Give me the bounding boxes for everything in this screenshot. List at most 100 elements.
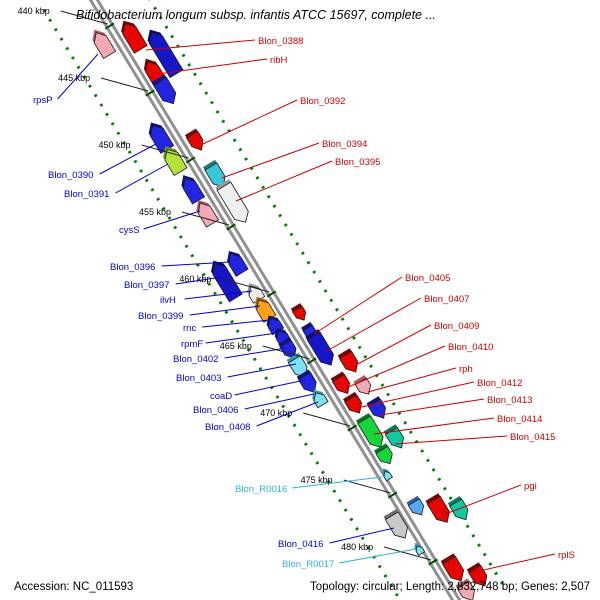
gene-label[interactable]: rpsP xyxy=(33,95,53,106)
gene-arrow[interactable] xyxy=(366,396,390,422)
gene-arrow[interactable] xyxy=(330,371,354,397)
gene-label[interactable]: rplS xyxy=(558,550,575,561)
gene-arrow[interactable] xyxy=(383,508,412,542)
gene-label[interactable]: Blon_0403 xyxy=(176,373,221,384)
gene-arrow-face xyxy=(148,32,184,79)
gene-arrow[interactable] xyxy=(406,495,427,519)
gene-arrow[interactable] xyxy=(337,348,362,375)
gene-label[interactable]: Blon_0413 xyxy=(487,395,532,406)
gene-label[interactable]: cysS xyxy=(119,225,140,236)
label-leader-line xyxy=(345,345,446,389)
label-leader-line xyxy=(143,210,201,230)
gene-arrow[interactable] xyxy=(88,26,117,60)
gene-arrow[interactable] xyxy=(117,17,148,54)
gene-label[interactable]: Blon_0409 xyxy=(434,321,479,332)
gene-arrow[interactable] xyxy=(151,74,180,108)
label-leader-line xyxy=(202,99,298,145)
gene-arrow[interactable] xyxy=(440,553,468,584)
gene-label[interactable]: Blon_0414 xyxy=(497,414,542,425)
tick-mark xyxy=(185,156,196,164)
gene-label[interactable]: rnc xyxy=(183,323,196,334)
gene-arrow[interactable] xyxy=(223,247,249,277)
label-leader-line xyxy=(221,142,320,179)
label-leader-line xyxy=(99,143,157,175)
gene-arrow-face xyxy=(441,555,465,582)
gene-label[interactable]: Blon_0399 xyxy=(138,311,183,322)
gene-label[interactable]: rpmF xyxy=(181,339,203,350)
label-leader-line xyxy=(338,548,417,564)
label-leader-line xyxy=(115,163,169,194)
gene-label[interactable]: Blon_0402 xyxy=(173,354,218,365)
gene-label[interactable]: Blon_0407 xyxy=(424,294,469,305)
gene-arrow-face xyxy=(407,498,425,516)
gene-label[interactable]: Blon_0410 xyxy=(448,342,493,353)
gene-arrow[interactable] xyxy=(455,578,479,600)
gene-arrow[interactable] xyxy=(342,391,366,417)
gene-arrow[interactable] xyxy=(286,352,312,381)
gene-label[interactable]: Blon_0415 xyxy=(510,432,555,443)
position-tick-label: 455 kbp xyxy=(139,207,171,217)
gene-label[interactable]: Blon_0394 xyxy=(322,139,367,150)
gene-arrow-face xyxy=(313,392,329,409)
label-leader-line xyxy=(394,435,508,445)
position-tick-label: 440 kbp xyxy=(18,6,50,16)
gene-arrow[interactable] xyxy=(202,159,229,191)
tick-leader-line xyxy=(262,345,310,360)
gene-arrow[interactable] xyxy=(309,387,329,409)
gene-label[interactable]: Blon_R0017 xyxy=(282,559,334,570)
gene-arrow[interactable] xyxy=(383,424,408,451)
gene-arrow[interactable] xyxy=(425,493,453,526)
gene-arrow[interactable] xyxy=(143,26,184,79)
gene-label[interactable]: rph xyxy=(459,364,473,375)
gene-arrow[interactable] xyxy=(184,128,207,153)
label-leader-line xyxy=(244,393,315,410)
gene-arrow[interactable] xyxy=(447,495,472,523)
status-accession: Accession: NC_011593 xyxy=(14,581,134,593)
gene-arrow-face xyxy=(384,426,404,449)
gene-label[interactable]: Blon_0397 xyxy=(124,280,169,291)
gene-arrow[interactable] xyxy=(290,303,309,323)
gene-arrow[interactable] xyxy=(145,119,175,154)
gene-label[interactable]: Blon_0392 xyxy=(300,96,345,107)
tick-mark xyxy=(307,357,317,365)
gene-label[interactable]: Blon_0396 xyxy=(110,262,155,273)
gene-arrow[interactable] xyxy=(412,541,426,557)
gene-label[interactable]: pgi xyxy=(524,481,537,492)
gene-label[interactable]: Blon_R0016 xyxy=(235,484,287,495)
gene-label[interactable]: Blon_0390 xyxy=(48,170,93,181)
gene-label[interactable]: coaD xyxy=(210,391,232,402)
label-leader-line xyxy=(224,347,287,359)
gene-label[interactable]: Blon_0391 xyxy=(64,189,109,200)
gene-label[interactable]: ribH xyxy=(270,55,288,66)
position-tick-label: 475 kbp xyxy=(301,475,333,485)
gene-arrow[interactable] xyxy=(263,312,285,336)
gene-label[interactable]: Blon_0405 xyxy=(405,273,450,284)
gene-arrow-face xyxy=(456,580,475,600)
gene-label[interactable]: Blon_0412 xyxy=(477,378,522,389)
gene-label[interactable]: Blon_0395 xyxy=(335,157,380,168)
gene-arrow[interactable] xyxy=(296,369,321,395)
gene-label[interactable]: ilvH xyxy=(160,295,176,306)
position-tick-label: 460 kbp xyxy=(179,274,211,284)
gene-arrow[interactable] xyxy=(373,443,396,467)
gene-arrow[interactable] xyxy=(177,171,206,205)
gene-label[interactable]: Blon_0416 xyxy=(278,539,323,550)
label-leader-line xyxy=(329,527,395,544)
tick-mark xyxy=(387,491,398,499)
gene-arrow[interactable] xyxy=(380,467,393,482)
gene-label[interactable]: Blon_0406 xyxy=(193,405,238,416)
tick-leader-line xyxy=(222,278,270,293)
gene-arrow[interactable] xyxy=(215,179,252,226)
position-tick-label: 480 kbp xyxy=(341,542,373,552)
label-leader-line xyxy=(356,381,475,409)
gene-arrow-face xyxy=(384,511,408,539)
gene-arrow[interactable] xyxy=(305,329,337,369)
gene-label[interactable]: Blon_0388 xyxy=(258,36,303,47)
gene-label[interactable]: Blon_0408 xyxy=(205,422,250,433)
minor-tick-dots xyxy=(148,0,508,591)
gene-arrow-face xyxy=(228,253,249,277)
gene-arrow[interactable] xyxy=(353,374,374,398)
label-leader-line xyxy=(161,261,231,267)
position-tick-label: 445 kbp xyxy=(58,73,90,83)
